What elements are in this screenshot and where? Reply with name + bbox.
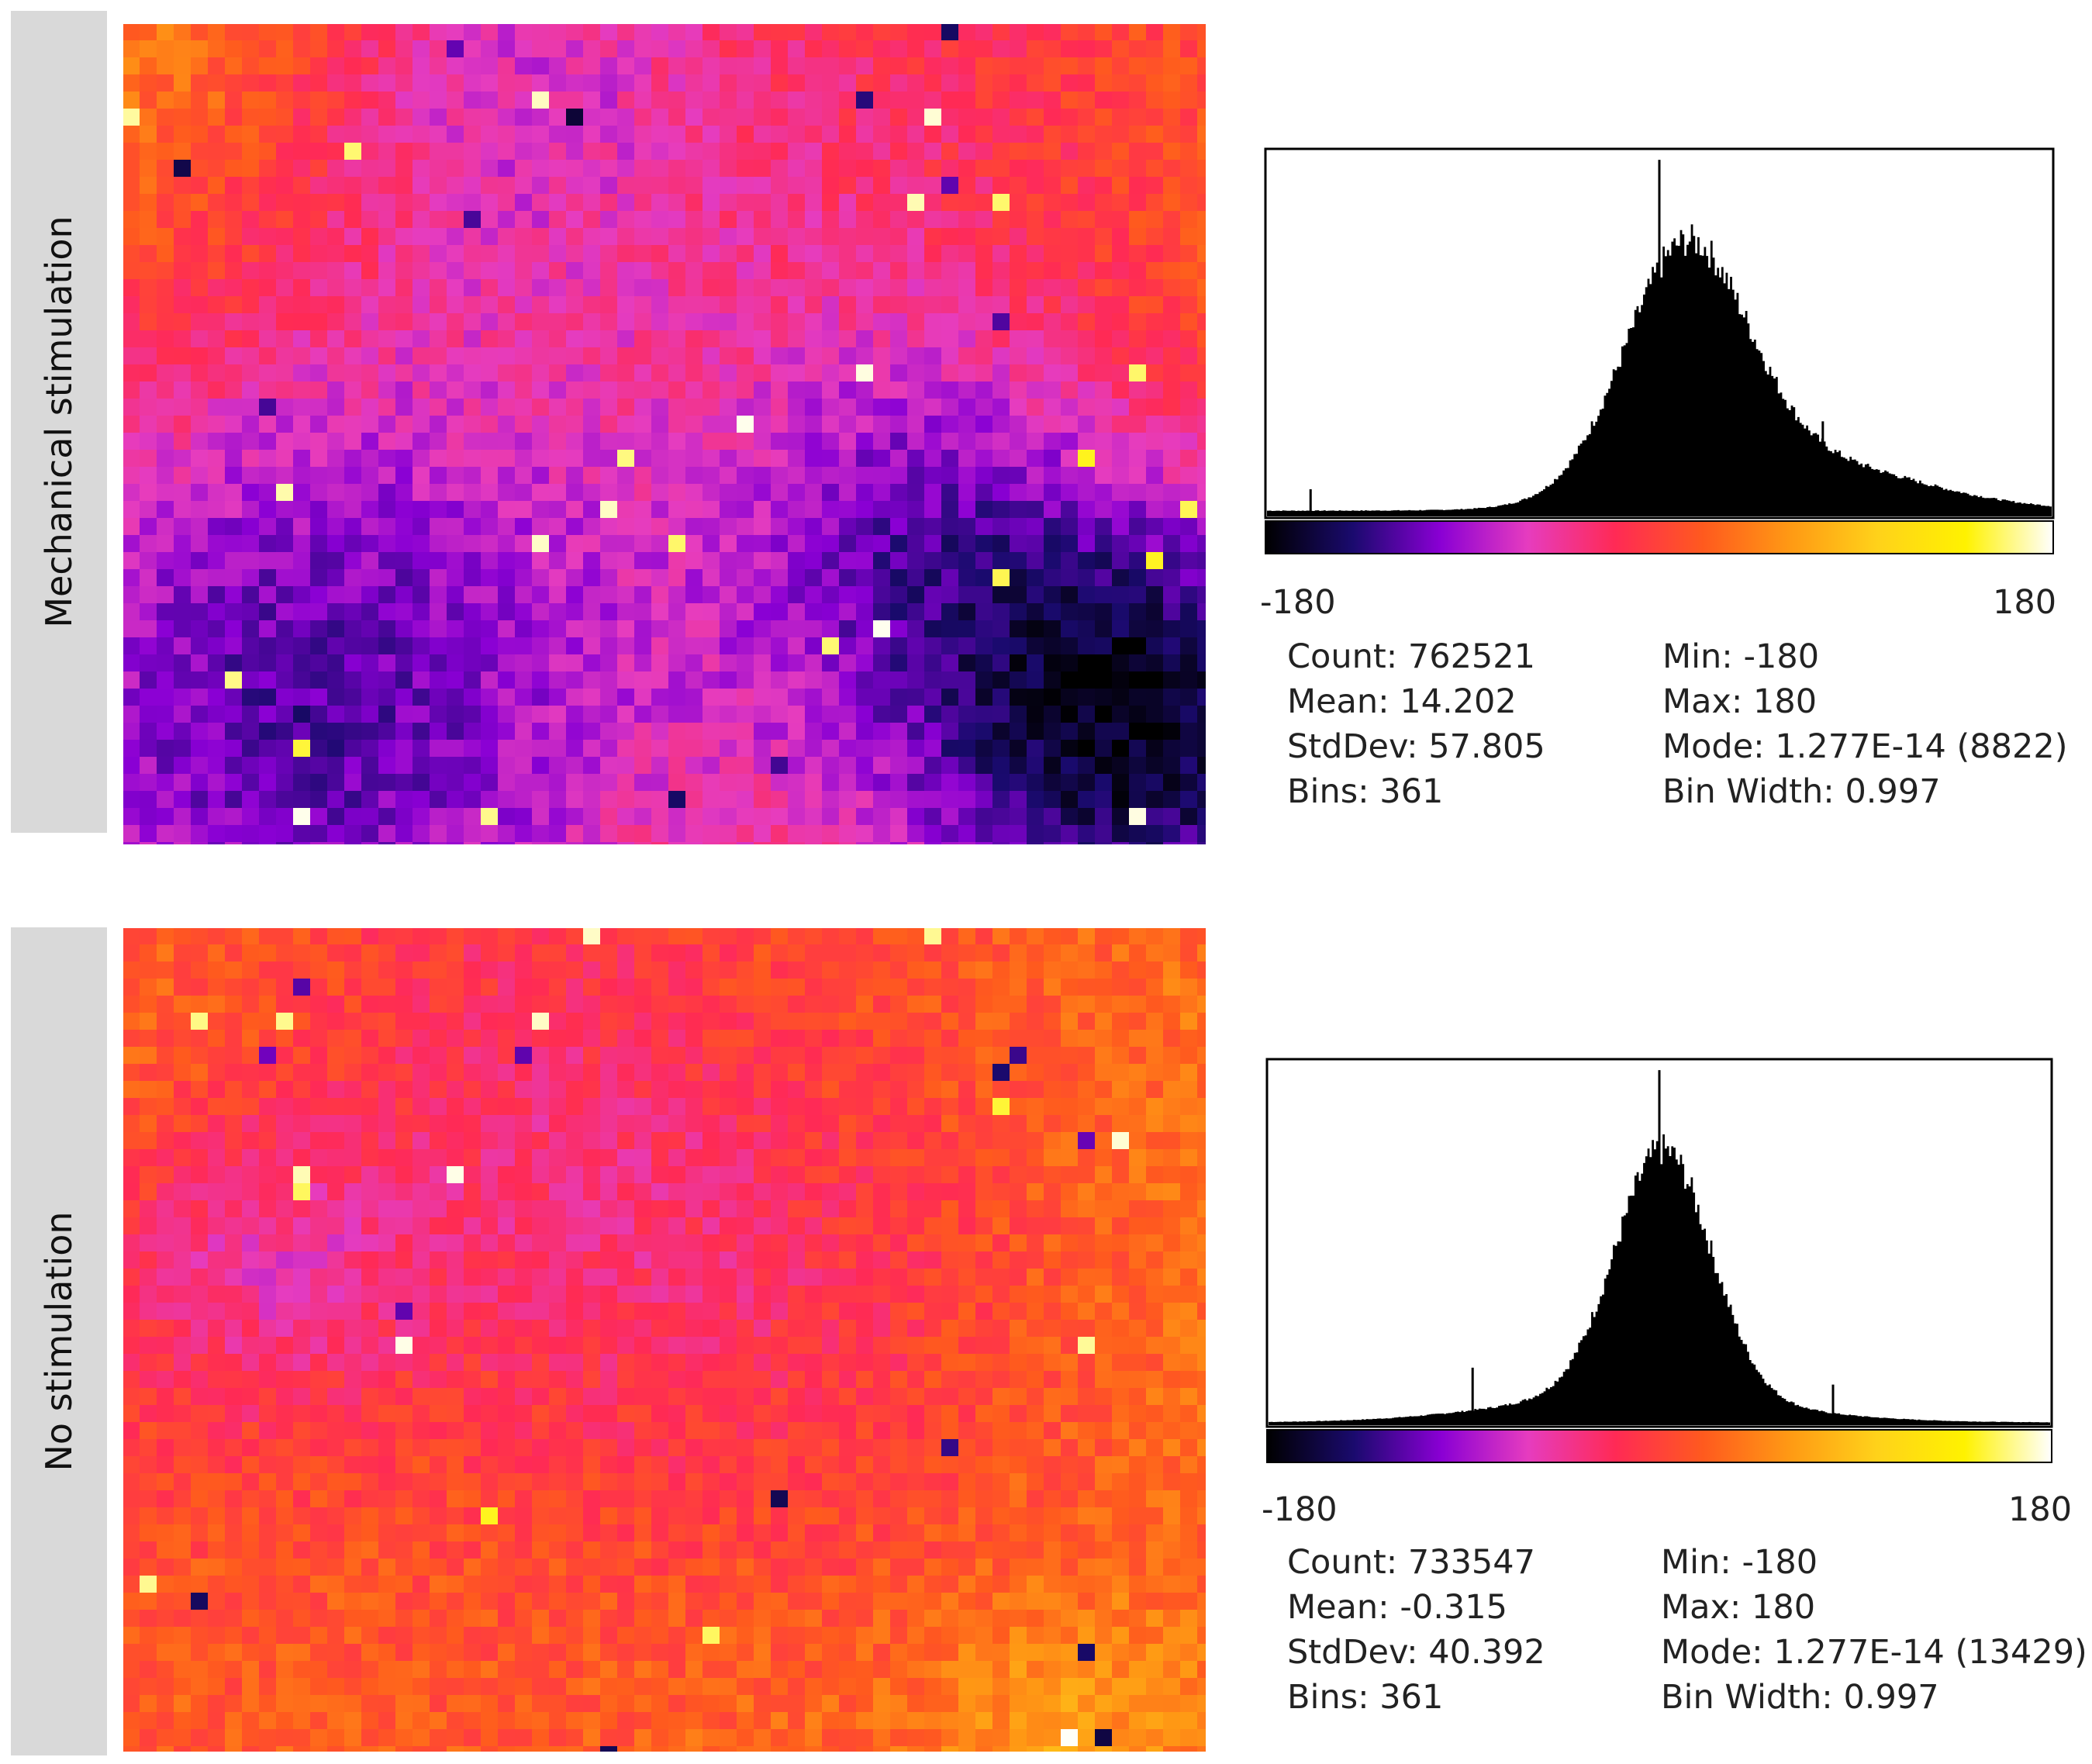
heatmap-cells — [123, 927, 1207, 1752]
stat-stddev: StdDev: 57.805 — [1287, 727, 1545, 766]
stat-min: Min: -180 — [1661, 1543, 1818, 1582]
stat-min: Min: -180 — [1662, 637, 1820, 676]
stat-count: Count: 762521 — [1287, 637, 1536, 676]
x-tick-max-mechanical: 180 — [1993, 583, 2057, 622]
stat-bins: Bins: 361 — [1287, 772, 1444, 811]
stat-mode: Mode: 1.277E-14 (8822) — [1662, 727, 2068, 766]
histogram-bars — [1269, 1070, 2050, 1425]
x-tick-min-mechanical: -180 — [1260, 583, 1336, 622]
histogram-none — [1265, 1056, 2053, 1489]
row-label-band-none — [11, 927, 107, 1755]
histogram-mechanical — [1264, 146, 2055, 580]
colour-bar — [1266, 1429, 2052, 1463]
stat-bins: Bins: 361 — [1287, 1678, 1444, 1717]
stat-count: Count: 733547 — [1287, 1543, 1536, 1582]
stats-none: Count: 733547 Mean: -0.315 StdDev: 40.39… — [1287, 1540, 2087, 1726]
heatmap-cells — [123, 23, 1207, 845]
stat-mean: Mean: 14.202 — [1287, 682, 1517, 721]
stat-max: Max: 180 — [1662, 682, 1818, 721]
x-tick-min-none: -180 — [1262, 1490, 1338, 1529]
stats-mechanical: Count: 762521 Mean: 14.202 StdDev: 57.80… — [1287, 634, 2078, 820]
stat-mean: Mean: -0.315 — [1287, 1588, 1507, 1627]
row-label-none: No stimulation — [38, 1211, 80, 1472]
row-label-band-mechanical — [11, 11, 107, 833]
stat-stddev: StdDev: 40.392 — [1287, 1633, 1545, 1672]
colour-bar — [1265, 520, 2054, 554]
stat-max: Max: 180 — [1661, 1588, 1816, 1627]
orientation-heatmap-none — [123, 927, 1207, 1752]
stat-mode: Mode: 1.277E-14 (13429) — [1661, 1633, 2087, 1672]
stat-bin-width: Bin Width: 0.997 — [1662, 772, 1941, 811]
row-label-mechanical: Mechanical stimulation — [38, 216, 80, 628]
orientation-heatmap-mechanical — [123, 23, 1207, 845]
histogram-bars — [1267, 160, 2052, 516]
stat-bin-width: Bin Width: 0.997 — [1661, 1678, 1939, 1717]
x-tick-max-none: 180 — [2008, 1490, 2073, 1529]
